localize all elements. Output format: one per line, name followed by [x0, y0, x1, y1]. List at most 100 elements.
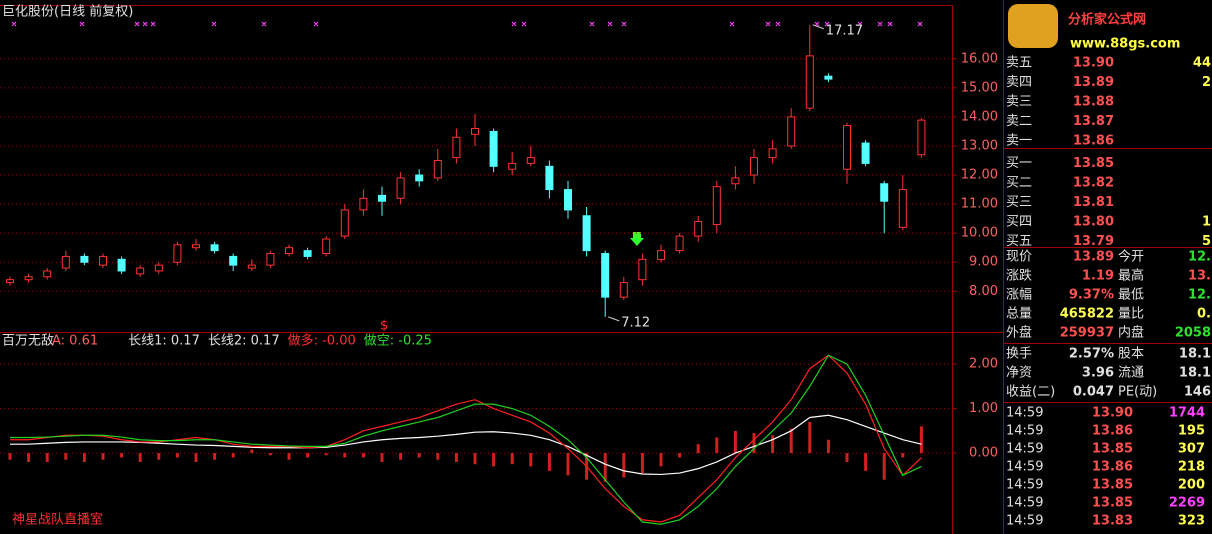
histogram-bar: [454, 453, 458, 462]
histogram-bar: [566, 453, 570, 476]
stat-value: 13.89: [1073, 250, 1114, 265]
candle-body: [303, 250, 312, 257]
stat-value: 2058: [1175, 326, 1211, 341]
trade-time: 14:59: [1006, 460, 1043, 475]
trade-volume: 2269: [1169, 496, 1205, 511]
candle-body: [266, 253, 275, 266]
histogram-bar: [380, 453, 384, 462]
histogram-bar: [826, 439, 830, 454]
histogram-bar: [287, 453, 291, 460]
indicator-line: [10, 414, 922, 476]
histogram-bar: [120, 453, 124, 458]
candle-body: [61, 255, 70, 269]
stat-label: 现价: [1006, 250, 1032, 265]
candle-body: [340, 209, 349, 237]
histogram-bar: [45, 453, 49, 462]
indicator-line: [10, 354, 922, 525]
book-price: 13.89: [1073, 75, 1114, 90]
stat-label: 股本: [1118, 347, 1144, 362]
trade-volume: 218: [1178, 460, 1205, 475]
y-tick-label: 16.00: [961, 51, 998, 66]
book-label: 卖五: [1006, 56, 1032, 71]
stat-label: 涨幅: [1006, 288, 1032, 303]
stat-label: 换手: [1006, 347, 1032, 362]
histogram-bar: [138, 453, 142, 462]
candle-body: [880, 183, 889, 202]
candle-body: [210, 244, 219, 252]
trade-volume: 307: [1178, 442, 1205, 457]
signal-crosses: [11, 21, 923, 27]
histogram-bar: [343, 453, 347, 458]
book-price: 13.90: [1073, 56, 1114, 71]
candle-body: [508, 162, 517, 170]
indicator-name: 百万无敌: [2, 334, 54, 349]
candle-body: [675, 235, 684, 252]
y-tick-label: 0.00: [969, 446, 998, 461]
candle-body: [359, 197, 368, 211]
trade-time: 14:59: [1006, 514, 1043, 529]
y-tick-label: 10.00: [961, 226, 998, 241]
book-label: 卖二: [1006, 114, 1032, 129]
stat-label: 流通: [1118, 366, 1144, 381]
signal-mark: $: [380, 319, 388, 334]
logo-icon: [1008, 4, 1058, 48]
candle-body: [80, 255, 89, 263]
stat-value: 18.1: [1179, 347, 1211, 362]
book-volume: 1: [1202, 215, 1211, 230]
candle-body: [6, 279, 14, 284]
histogram-bar: [8, 453, 12, 460]
stat-value: 12.: [1188, 250, 1211, 265]
stat-label: 今开: [1118, 249, 1144, 265]
book-label: 买三: [1006, 195, 1032, 210]
y-tick-label: 14.00: [961, 109, 998, 124]
stat-value: 18.1: [1179, 366, 1211, 381]
histogram-bar: [882, 453, 886, 480]
histogram-bar: [492, 453, 496, 467]
histogram-bar: [213, 453, 217, 460]
high-pointer: [812, 24, 824, 30]
trade-time: 14:59: [1006, 442, 1043, 457]
book-price: 13.80: [1073, 215, 1114, 230]
candle-body: [805, 55, 814, 109]
book-volume: 44: [1193, 56, 1211, 71]
candle-body: [136, 267, 145, 275]
stat-value: 1.19: [1082, 269, 1114, 284]
histogram-bar: [268, 453, 272, 456]
candle-body: [564, 189, 572, 211]
histogram-bar: [324, 453, 328, 456]
candle-body: [601, 253, 610, 298]
candle-body: [917, 119, 926, 156]
candle-body: [545, 165, 554, 191]
histogram-bar: [640, 453, 644, 474]
trade-time: 14:59: [1006, 406, 1043, 421]
candle-body: [396, 177, 405, 199]
y-tick-label: 13.00: [961, 138, 998, 153]
candle-body: [173, 244, 182, 263]
stat-value: 12.: [1188, 288, 1211, 303]
book-price: 13.88: [1073, 95, 1114, 110]
histogram-bar: [101, 453, 105, 460]
watermark: 神星战队直播室: [12, 512, 103, 528]
histogram-bar: [771, 435, 775, 454]
stat-value: 259937: [1060, 326, 1114, 341]
book-price: 13.81: [1073, 195, 1114, 210]
trade-volume: 200: [1178, 478, 1205, 493]
trade-price: 13.83: [1092, 514, 1133, 529]
book-label: 卖一: [1006, 134, 1032, 149]
buy-arrow: [630, 232, 644, 246]
histogram-bar: [864, 453, 868, 471]
y-tick-label: 15.00: [961, 80, 998, 95]
stat-label: 量比: [1118, 307, 1144, 322]
stat-value: 0.: [1197, 307, 1211, 322]
histogram-bar: [845, 453, 849, 462]
candle-body: [731, 177, 740, 185]
book-price: 13.85: [1073, 156, 1114, 171]
candle-body: [99, 255, 107, 266]
histogram-bar: [752, 433, 756, 454]
y-tick-label: 2.00: [969, 357, 998, 372]
trade-price: 13.90: [1092, 406, 1133, 421]
y-tick-label: 12.00: [961, 168, 998, 183]
histogram-bar: [622, 453, 626, 478]
candle-body: [861, 142, 870, 164]
